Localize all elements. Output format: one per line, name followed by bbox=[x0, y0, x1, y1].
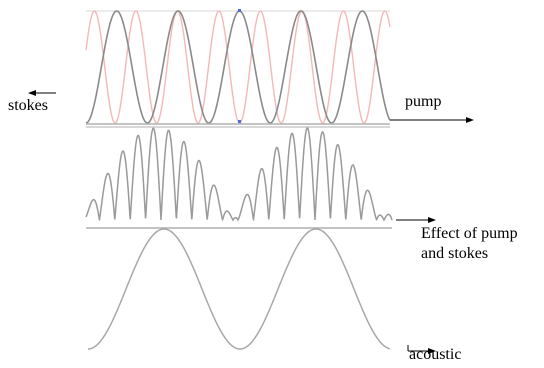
stokes-arrow bbox=[28, 90, 56, 96]
effect-label-line1: Effect of pump bbox=[421, 225, 518, 242]
acoustic-label: acoustic bbox=[409, 346, 462, 363]
sync-marker-top bbox=[238, 9, 241, 12]
beat-panel bbox=[85, 127, 393, 229]
stokes-label: stokes bbox=[8, 97, 48, 114]
pump-stokes-panel bbox=[85, 9, 391, 128]
effect-label: Effect of pump and stokes bbox=[421, 224, 518, 264]
effect-arrow bbox=[396, 217, 436, 223]
effect-label-line2: and stokes bbox=[421, 245, 489, 262]
stokes-wave bbox=[85, 10, 391, 124]
acoustic-panel bbox=[87, 228, 391, 350]
label-arrows bbox=[28, 90, 474, 354]
acoustic-wave bbox=[87, 228, 391, 350]
sync-marker-bottom bbox=[238, 120, 241, 123]
pump-arrow bbox=[390, 117, 474, 123]
acoustic-arrow bbox=[407, 345, 436, 354]
pump-label: pump bbox=[405, 93, 442, 110]
beat-envelope-wave bbox=[85, 127, 393, 222]
